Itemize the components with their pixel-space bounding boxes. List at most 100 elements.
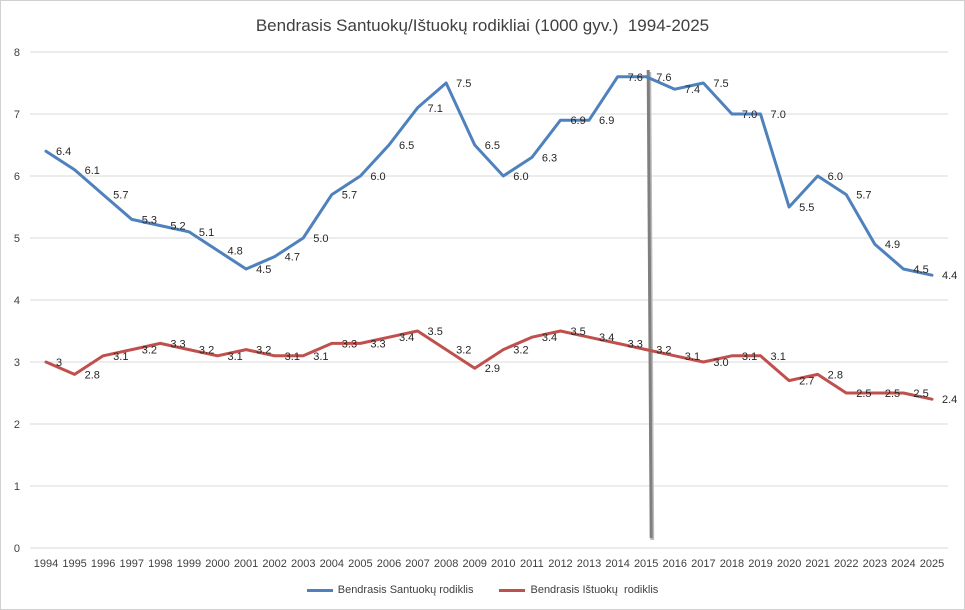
y-tick-label: 7: [14, 109, 20, 121]
data-label: 6.4: [56, 146, 71, 158]
data-label: 7.5: [713, 78, 728, 90]
series-line-divorces: [44, 329, 934, 401]
x-axis-ticks: 1994 1995 1996 1997 1998 1999 2000 2001 2002 2003…: [34, 558, 944, 570]
legend-swatch-divorces: [499, 588, 526, 592]
legend-swatch-marriages: [306, 588, 333, 592]
data-label: 3.4: [599, 332, 614, 344]
y-tick-label: 4: [14, 295, 20, 307]
x-tick-label: 2006: [377, 558, 401, 570]
y-tick-label: 0: [14, 543, 20, 555]
x-tick-label: 2008: [434, 558, 458, 570]
x-tick-label: 2021: [805, 558, 829, 570]
data-label: 2.7: [799, 376, 814, 388]
y-tick-label: 5: [14, 233, 20, 245]
data-label: 6.0: [513, 171, 528, 183]
data-label: 5.2: [170, 221, 185, 233]
data-label: 3.3: [370, 338, 385, 350]
data-label: 4.8: [227, 245, 242, 257]
x-tick-label: 2001: [234, 558, 258, 570]
data-label: 3.1: [313, 351, 328, 363]
x-tick-label: 2017: [691, 558, 715, 570]
x-tick-label: 2018: [720, 558, 744, 570]
y-tick-label: 2: [14, 419, 20, 431]
data-label: 7.4: [685, 84, 700, 96]
data-label: 5.7: [856, 190, 871, 202]
legend-item-marriages: Bendrasis Santuokų rodiklis: [306, 582, 474, 598]
data-label: 4.7: [285, 252, 300, 264]
y-axis-ticks: 0 1 2 3 4 5 6 7 8: [14, 47, 20, 555]
data-label: 4.9: [885, 239, 900, 251]
data-label: 5.0: [313, 233, 328, 245]
data-label: 3.2: [656, 345, 671, 357]
x-tick-label: 2003: [291, 558, 315, 570]
x-tick-label: 2022: [834, 558, 858, 570]
x-tick-label: 2010: [491, 558, 515, 570]
data-label: 4.5: [256, 264, 271, 276]
series-lines: [44, 75, 934, 401]
data-label: 6.0: [370, 171, 385, 183]
x-tick-label: 2012: [548, 558, 572, 570]
x-tick-label: 2020: [777, 558, 801, 570]
data-labels: 6.4 6.1 5.7 5.3 5.2 5.1 4.8 4.5 4.7 5.0 5.7 6.0 6.5 7…: [56, 72, 957, 406]
y-tick-label: 3: [14, 357, 20, 369]
data-label: 5.7: [113, 190, 128, 202]
x-tick-label: 2019: [748, 558, 772, 570]
data-label: 2.9: [485, 363, 500, 375]
x-tick-label: 1999: [177, 558, 201, 570]
x-tick-label: 2015: [634, 558, 658, 570]
x-tick-label: 2007: [405, 558, 429, 570]
data-label: 3.5: [428, 326, 443, 338]
x-tick-label: 1994: [34, 558, 58, 570]
data-label: 3.1: [771, 351, 786, 363]
x-tick-label: 1997: [119, 558, 143, 570]
data-label: 6.5: [399, 140, 414, 152]
data-label: 3.4: [399, 332, 414, 344]
data-label: 2.8: [828, 369, 843, 381]
data-label: 2.5: [856, 388, 871, 400]
data-label: 6.9: [570, 115, 585, 127]
x-tick-label: 1996: [91, 558, 115, 570]
data-label: 3.1: [113, 351, 128, 363]
data-label: 5.3: [142, 214, 157, 226]
x-tick-label: 2016: [663, 558, 687, 570]
chart-title: Bendrasis Santuokų/Ištuokų rodikliai (10…: [255, 16, 710, 35]
gridlines: [30, 51, 948, 549]
x-tick-label: 2005: [348, 558, 372, 570]
y-tick-label: 1: [14, 481, 20, 493]
data-label: 3: [56, 357, 62, 369]
data-label: 7.0: [742, 109, 757, 121]
year-marker: [646, 69, 655, 541]
data-label: 7.5: [456, 78, 471, 90]
data-label: 3.5: [570, 326, 585, 338]
data-label: 7.6: [628, 72, 643, 84]
x-tick-label: 2023: [863, 558, 887, 570]
x-tick-label: 1998: [148, 558, 172, 570]
data-label: 6.1: [85, 165, 100, 177]
data-label: 7.6: [656, 72, 671, 84]
data-label: 2.5: [913, 388, 928, 400]
data-label: 7.0: [771, 109, 786, 121]
data-label: 3.2: [199, 345, 214, 357]
data-label: 3.0: [713, 357, 728, 369]
data-label: 3.2: [256, 345, 271, 357]
x-tick-label: 2011: [520, 558, 544, 570]
x-tick-label: 2024: [891, 558, 915, 570]
data-label: 3.2: [513, 345, 528, 357]
x-tick-label: 2000: [205, 558, 229, 570]
y-tick-label: 8: [14, 47, 20, 59]
data-label: 5.7: [342, 190, 357, 202]
x-tick-label: 2013: [577, 558, 601, 570]
data-label: 2.8: [85, 369, 100, 381]
data-label: 2.5: [885, 388, 900, 400]
data-label: 6.0: [828, 171, 843, 183]
legend-label-divorces: Bendrasis Ištuokų rodiklis: [530, 584, 659, 596]
x-tick-label: 2004: [320, 558, 344, 570]
data-label: 5.1: [199, 227, 214, 239]
x-tick-label: 2009: [462, 558, 486, 570]
data-label: 5.5: [799, 202, 814, 214]
data-label: 7.1: [428, 103, 443, 115]
legend-label-marriages: Bendrasis Santuokų rodiklis: [337, 584, 474, 596]
x-tick-label: 2025: [920, 558, 944, 570]
